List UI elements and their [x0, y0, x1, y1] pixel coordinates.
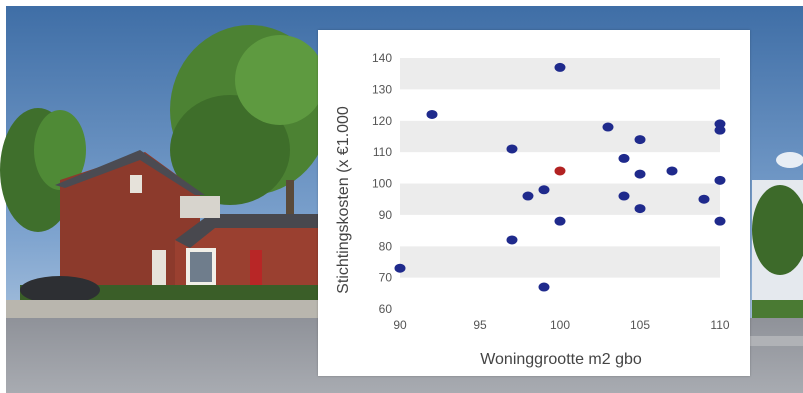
x-tick-label: 105 — [630, 318, 650, 332]
x-axis-ticks: 90 95 100 105 110 — [393, 318, 730, 332]
y-tick-label: 130 — [372, 82, 392, 96]
scatter-chart-panel: 140 130 120 110 100 90 80 70 60 90 95 100 105 110 Wo… — [318, 30, 750, 376]
grid-band — [400, 183, 720, 215]
y-tick-label: 100 — [372, 177, 392, 191]
data-point — [538, 282, 550, 292]
grid-bands — [400, 58, 720, 309]
data-point — [634, 135, 646, 145]
x-tick-label: 110 — [710, 318, 729, 332]
data-point — [666, 166, 678, 176]
y-tick-label: 80 — [379, 239, 393, 253]
data-point — [714, 175, 726, 185]
y-tick-label: 120 — [372, 114, 392, 128]
data-point — [714, 125, 726, 135]
x-axis-title: Woninggrootte m2 gbo — [480, 351, 642, 368]
data-point — [714, 216, 726, 226]
grid-band — [400, 120, 720, 153]
data-point — [554, 62, 566, 72]
data-points — [394, 62, 726, 292]
x-tick-label: 100 — [550, 318, 570, 332]
x-tick-label: 90 — [393, 318, 407, 332]
data-point — [634, 204, 646, 214]
data-point — [522, 191, 534, 201]
data-point — [698, 194, 710, 204]
grid-band — [400, 58, 720, 90]
y-tick-label: 90 — [379, 208, 393, 222]
data-point — [506, 235, 518, 245]
scatter-chart: 140 130 120 110 100 90 80 70 60 90 95 100 105 110 Wo… — [335, 51, 730, 368]
y-axis-ticks: 140 130 120 110 100 90 80 70 60 — [372, 51, 392, 316]
data-point — [538, 185, 550, 195]
y-axis-title: Stichtingskosten (x €1.000 — [335, 106, 352, 294]
data-point — [426, 109, 438, 119]
grid-band — [400, 246, 720, 278]
y-tick-label: 110 — [373, 145, 392, 159]
data-point — [618, 191, 630, 201]
y-tick-label: 140 — [372, 51, 392, 65]
y-tick-label: 70 — [379, 271, 393, 285]
data-point — [602, 122, 614, 132]
data-point — [394, 263, 406, 273]
data-point — [506, 144, 518, 154]
data-point — [554, 216, 566, 226]
x-tick-label: 95 — [473, 318, 487, 332]
data-point — [618, 153, 630, 163]
data-point — [634, 169, 646, 179]
grid-band — [400, 277, 720, 309]
data-point — [714, 119, 726, 129]
grid-band — [400, 89, 720, 121]
y-tick-label: 60 — [379, 302, 393, 316]
data-point — [554, 166, 566, 176]
